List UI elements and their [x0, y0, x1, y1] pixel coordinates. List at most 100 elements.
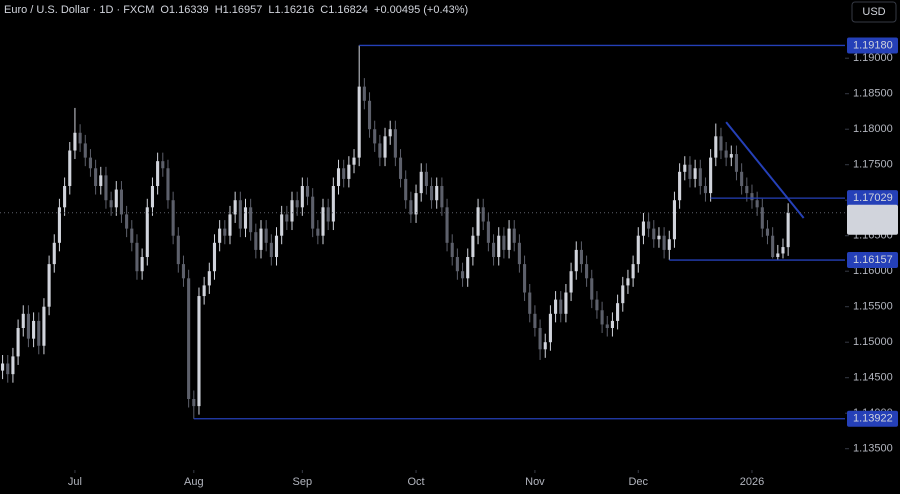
candle-body	[295, 200, 299, 208]
candle-body	[114, 189, 118, 208]
candle-body	[264, 228, 268, 243]
candle-body	[83, 143, 87, 158]
candle-body	[373, 129, 377, 144]
x-tick-label: 2026	[740, 476, 764, 488]
candle-body	[47, 264, 51, 307]
candle-body	[466, 257, 470, 279]
candle-body	[486, 221, 490, 243]
candle-body	[590, 278, 594, 300]
candle-body	[326, 207, 330, 222]
candle-body	[507, 228, 511, 250]
y-tick-label: 1.13500	[853, 443, 893, 455]
trendline	[725, 121, 805, 219]
candle-body	[202, 285, 206, 297]
y-tick-label: 1.19000	[853, 52, 893, 64]
candle-body	[435, 186, 439, 201]
candle-body	[383, 136, 387, 158]
candle-body	[476, 207, 480, 236]
y-tick-label: 1.15500	[853, 301, 893, 313]
ohlc-value: O1.16339	[160, 4, 208, 16]
candle-body	[616, 303, 620, 321]
candle-body	[331, 186, 335, 222]
candle-body	[461, 271, 465, 279]
x-tick-label: Nov	[525, 476, 545, 488]
candle-body	[610, 320, 614, 329]
candle-body	[419, 171, 423, 194]
candle-body	[781, 247, 785, 254]
level-label: 1.19180	[853, 39, 893, 51]
candle-body	[16, 328, 20, 357]
candle-body	[218, 228, 222, 243]
candle-body	[755, 200, 759, 208]
candle-body	[99, 175, 103, 187]
candle-body	[574, 249, 578, 272]
candle-body	[440, 186, 444, 208]
candle-body	[497, 235, 501, 258]
candle-body	[388, 129, 392, 137]
candle-body	[605, 324, 609, 329]
candle-body	[352, 157, 356, 165]
chart-title: Euro / U.S. Dollar · 1D · FXCM	[4, 4, 154, 16]
candle-body	[724, 150, 728, 158]
currency-button[interactable]	[851, 1, 897, 23]
candle-body	[719, 136, 723, 151]
candle-body	[285, 214, 289, 222]
candle-body	[595, 299, 599, 311]
ohlc-legend: O1.16339 H1.16957 L1.16216 C1.16824 +0.00495…	[160, 4, 468, 16]
candle-body	[729, 154, 733, 158]
level-label-box	[847, 410, 898, 427]
candle-body	[212, 242, 217, 272]
candle-body	[357, 86, 361, 158]
candle-body	[176, 235, 180, 265]
candle-body	[171, 200, 175, 236]
candle-body	[745, 186, 749, 194]
candle-body	[104, 175, 108, 201]
candle-body	[533, 313, 537, 329]
y-tick-label: 1.14500	[853, 372, 893, 384]
currency[interactable]: USD	[862, 6, 885, 18]
candle-body	[734, 154, 739, 172]
candle-body	[21, 313, 25, 329]
candle-body	[512, 228, 516, 243]
candle-body	[693, 168, 697, 179]
y-tick-label: 1.16000	[853, 265, 893, 277]
candle-body	[667, 239, 671, 250]
candle-body	[424, 171, 428, 187]
candle-body	[197, 296, 201, 407]
candle-body	[445, 207, 449, 243]
candle-body	[409, 200, 413, 215]
candle-body	[621, 285, 625, 304]
candle-body	[652, 228, 656, 240]
candle-body	[636, 235, 640, 265]
last-price-box	[847, 204, 898, 235]
candle-body	[342, 168, 346, 179]
candle-body	[145, 207, 149, 258]
candle-body	[1, 363, 5, 371]
candle-body	[57, 207, 61, 243]
y-tick-label: 1.18000	[853, 123, 893, 135]
candle-body	[414, 193, 418, 215]
candle-body	[37, 320, 41, 346]
candle-body	[367, 100, 372, 130]
candle-body	[471, 235, 475, 258]
candle-body	[502, 235, 506, 250]
candle-body	[42, 306, 46, 346]
candle-body	[765, 228, 770, 236]
candle-body	[786, 212, 790, 248]
candle-body	[517, 242, 521, 265]
countdown: 11:59:53	[853, 221, 895, 233]
candle-body	[63, 186, 67, 208]
ohlc-value: +0.00495 (+0.43%)	[374, 4, 468, 16]
y-tick-label: 1.18500	[853, 88, 893, 100]
candle-body	[73, 132, 77, 151]
candle-body	[362, 86, 366, 101]
candle-body	[88, 157, 92, 169]
candle-body	[321, 207, 325, 236]
candle-body	[703, 186, 708, 194]
ohlc-value: L1.16216	[268, 4, 314, 16]
candle-body	[647, 221, 651, 229]
candle-body	[336, 168, 341, 187]
